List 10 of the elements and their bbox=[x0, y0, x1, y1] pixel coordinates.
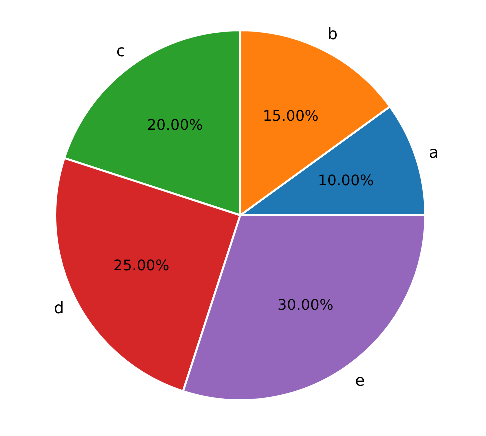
data-label: 15.00% bbox=[262, 108, 319, 126]
slice-label: b bbox=[328, 24, 338, 44]
slice-label: d bbox=[54, 298, 64, 318]
data-label: 30.00% bbox=[278, 296, 334, 314]
slice-label: c bbox=[116, 41, 126, 60]
slice-label: e bbox=[355, 371, 366, 390]
slice-label: a bbox=[429, 143, 439, 162]
data-label: 25.00% bbox=[114, 257, 170, 274]
data-label: 20.00% bbox=[147, 117, 204, 134]
data-label: 10.00% bbox=[318, 172, 374, 190]
